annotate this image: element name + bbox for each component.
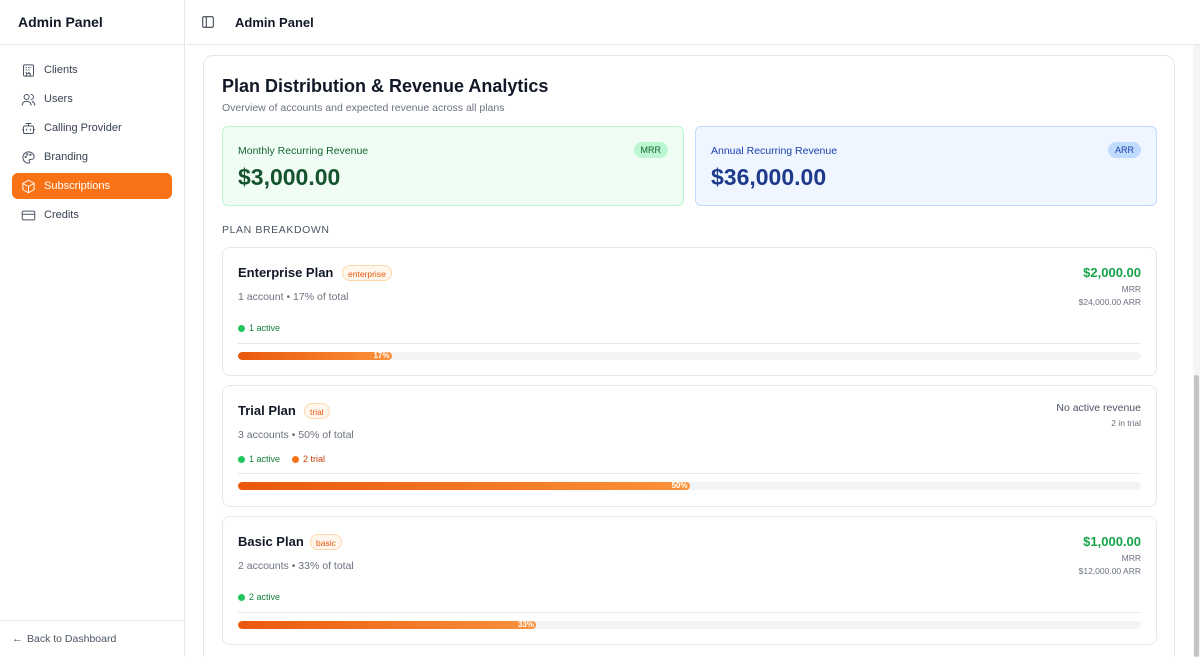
- plan-meta: 2 accounts • 33% of total: [238, 560, 354, 572]
- top-bar: Admin Panel: [186, 0, 1200, 45]
- plan-progress-bar: 33%: [238, 621, 1141, 629]
- active-dot: [238, 455, 245, 463]
- plan-mrr-caption: MRR: [1121, 553, 1141, 563]
- users-icon: [20, 91, 36, 107]
- plan-status: 1 active 2 trial: [238, 454, 325, 464]
- no-revenue-text: No active revenue: [1056, 402, 1141, 414]
- back-to-dashboard-link[interactable]: ← Back to Dashboard: [0, 620, 185, 657]
- plan-mrr-amount: $2,000.00: [1083, 265, 1141, 280]
- plan-progress-bar: 50%: [238, 482, 1141, 490]
- active-count: 2 active: [249, 592, 281, 602]
- sidebar-item-label: Credits: [44, 209, 79, 221]
- mrr-label: Monthly Recurring Revenue: [238, 145, 369, 157]
- plan-status: 1 active: [238, 323, 280, 333]
- sidebar-item-label: Users: [44, 93, 73, 105]
- analytics-card: Plan Distribution & Revenue Analytics Ov…: [203, 55, 1175, 657]
- plan-card-enterprise: Enterprise Plan enterprise 1 account • 1…: [222, 247, 1157, 376]
- palette-icon: [20, 149, 36, 165]
- sidebar-toggle-icon[interactable]: [201, 15, 215, 29]
- plan-card-trial: Trial Plan trial 3 accounts • 50% of tot…: [222, 385, 1157, 507]
- active-count: 1 active: [249, 323, 281, 333]
- plan-divider: [238, 473, 1141, 474]
- active-dot: [238, 324, 245, 332]
- scrollbar[interactable]: [1193, 45, 1200, 657]
- analytics-title: Plan Distribution & Revenue Analytics: [222, 76, 549, 96]
- back-to-dashboard-label: Back to Dashboard: [27, 633, 117, 645]
- mrr-value: $3,000.00: [238, 164, 341, 190]
- plan-tag: enterprise: [342, 265, 392, 281]
- page-title: Admin Panel: [235, 14, 314, 30]
- plan-tag: trial: [304, 403, 330, 419]
- active-count: 1 active: [249, 454, 281, 464]
- sidebar-item-label: Calling Provider: [44, 122, 122, 134]
- sidebar: Admin Panel Clients Users Calling Provid…: [0, 0, 185, 657]
- plan-mrr-caption: MRR: [1121, 284, 1141, 294]
- scrollbar-thumb[interactable]: [1194, 375, 1199, 657]
- plan-revenue: $1,000.00 MRR $12,000.00 ARR: [1079, 534, 1141, 576]
- sidebar-item-label: Branding: [44, 151, 89, 163]
- sidebar-item-label: Subscriptions: [44, 180, 111, 192]
- arr-value: $36,000.00: [711, 164, 827, 190]
- arr-badge: ARR: [1107, 142, 1141, 158]
- sidebar-item-users[interactable]: Users: [12, 86, 172, 112]
- sidebar-item-branding[interactable]: Branding: [12, 144, 172, 170]
- plan-progress-bar: 17%: [238, 352, 1141, 360]
- analytics-subtitle: Overview of accounts and expected revenu…: [222, 102, 505, 114]
- sidebar-item-calling-provider[interactable]: Calling Provider: [12, 115, 172, 141]
- plan-breakdown-label: PLAN BREAKDOWN: [222, 224, 330, 236]
- plan-revenue: $2,000.00 MRR $24,000.00 ARR: [1079, 265, 1141, 307]
- plan-meta: 3 accounts • 50% of total: [238, 429, 354, 441]
- sidebar-nav: Clients Users Calling Provider Branding …: [0, 45, 184, 228]
- plan-progress-label: 17%: [373, 352, 390, 360]
- sidebar-item-label: Clients: [44, 64, 78, 76]
- sidebar-item-clients[interactable]: Clients: [12, 57, 172, 83]
- sidebar-title: Admin Panel: [0, 0, 184, 45]
- plan-meta: 1 account • 17% of total: [238, 291, 349, 303]
- plan-progress-label: 33%: [517, 621, 534, 629]
- plan-arr-amount: $12,000.00 ARR: [1078, 566, 1141, 576]
- active-dot: [238, 593, 245, 601]
- credit-card-icon: [20, 207, 36, 223]
- bot-icon: [20, 120, 36, 136]
- plan-progress-label: 50%: [671, 482, 688, 490]
- plan-tag: basic: [310, 534, 342, 550]
- plan-divider: [238, 612, 1141, 613]
- plan-arr-amount: $24,000.00 ARR: [1078, 297, 1141, 307]
- plan-mrr-amount: $1,000.00: [1083, 534, 1141, 549]
- trial-count: 2 trial: [303, 454, 326, 464]
- mrr-card: Monthly Recurring Revenue MRR $3,000.00: [222, 126, 684, 206]
- trial-dot: [292, 455, 300, 463]
- arrow-left-icon: ←: [12, 633, 23, 645]
- arr-label: Annual Recurring Revenue: [711, 145, 838, 157]
- trial-note: 2 in trial: [1111, 418, 1141, 428]
- plan-progress-fill: 50%: [238, 482, 690, 490]
- plan-divider: [238, 343, 1141, 344]
- sidebar-item-subscriptions[interactable]: Subscriptions: [12, 173, 172, 199]
- mrr-badge: MRR: [633, 142, 668, 158]
- building-icon: [20, 62, 36, 78]
- plan-progress-fill: 17%: [238, 352, 392, 360]
- plan-card-basic: Basic Plan basic 2 accounts • 33% of tot…: [222, 516, 1157, 645]
- plan-status: 2 active: [238, 592, 280, 602]
- plan-name: Enterprise Plan: [238, 265, 334, 280]
- plan-progress-fill: 33%: [238, 621, 536, 629]
- package-icon: [20, 178, 36, 194]
- plan-revenue: No active revenue 2 in trial: [1056, 402, 1141, 428]
- trial-status: 2 trial: [292, 454, 325, 464]
- plan-name: Trial Plan: [238, 403, 296, 418]
- sidebar-item-credits[interactable]: Credits: [12, 202, 172, 228]
- arr-card: Annual Recurring Revenue ARR $36,000.00: [695, 126, 1157, 206]
- plan-name: Basic Plan: [238, 534, 304, 549]
